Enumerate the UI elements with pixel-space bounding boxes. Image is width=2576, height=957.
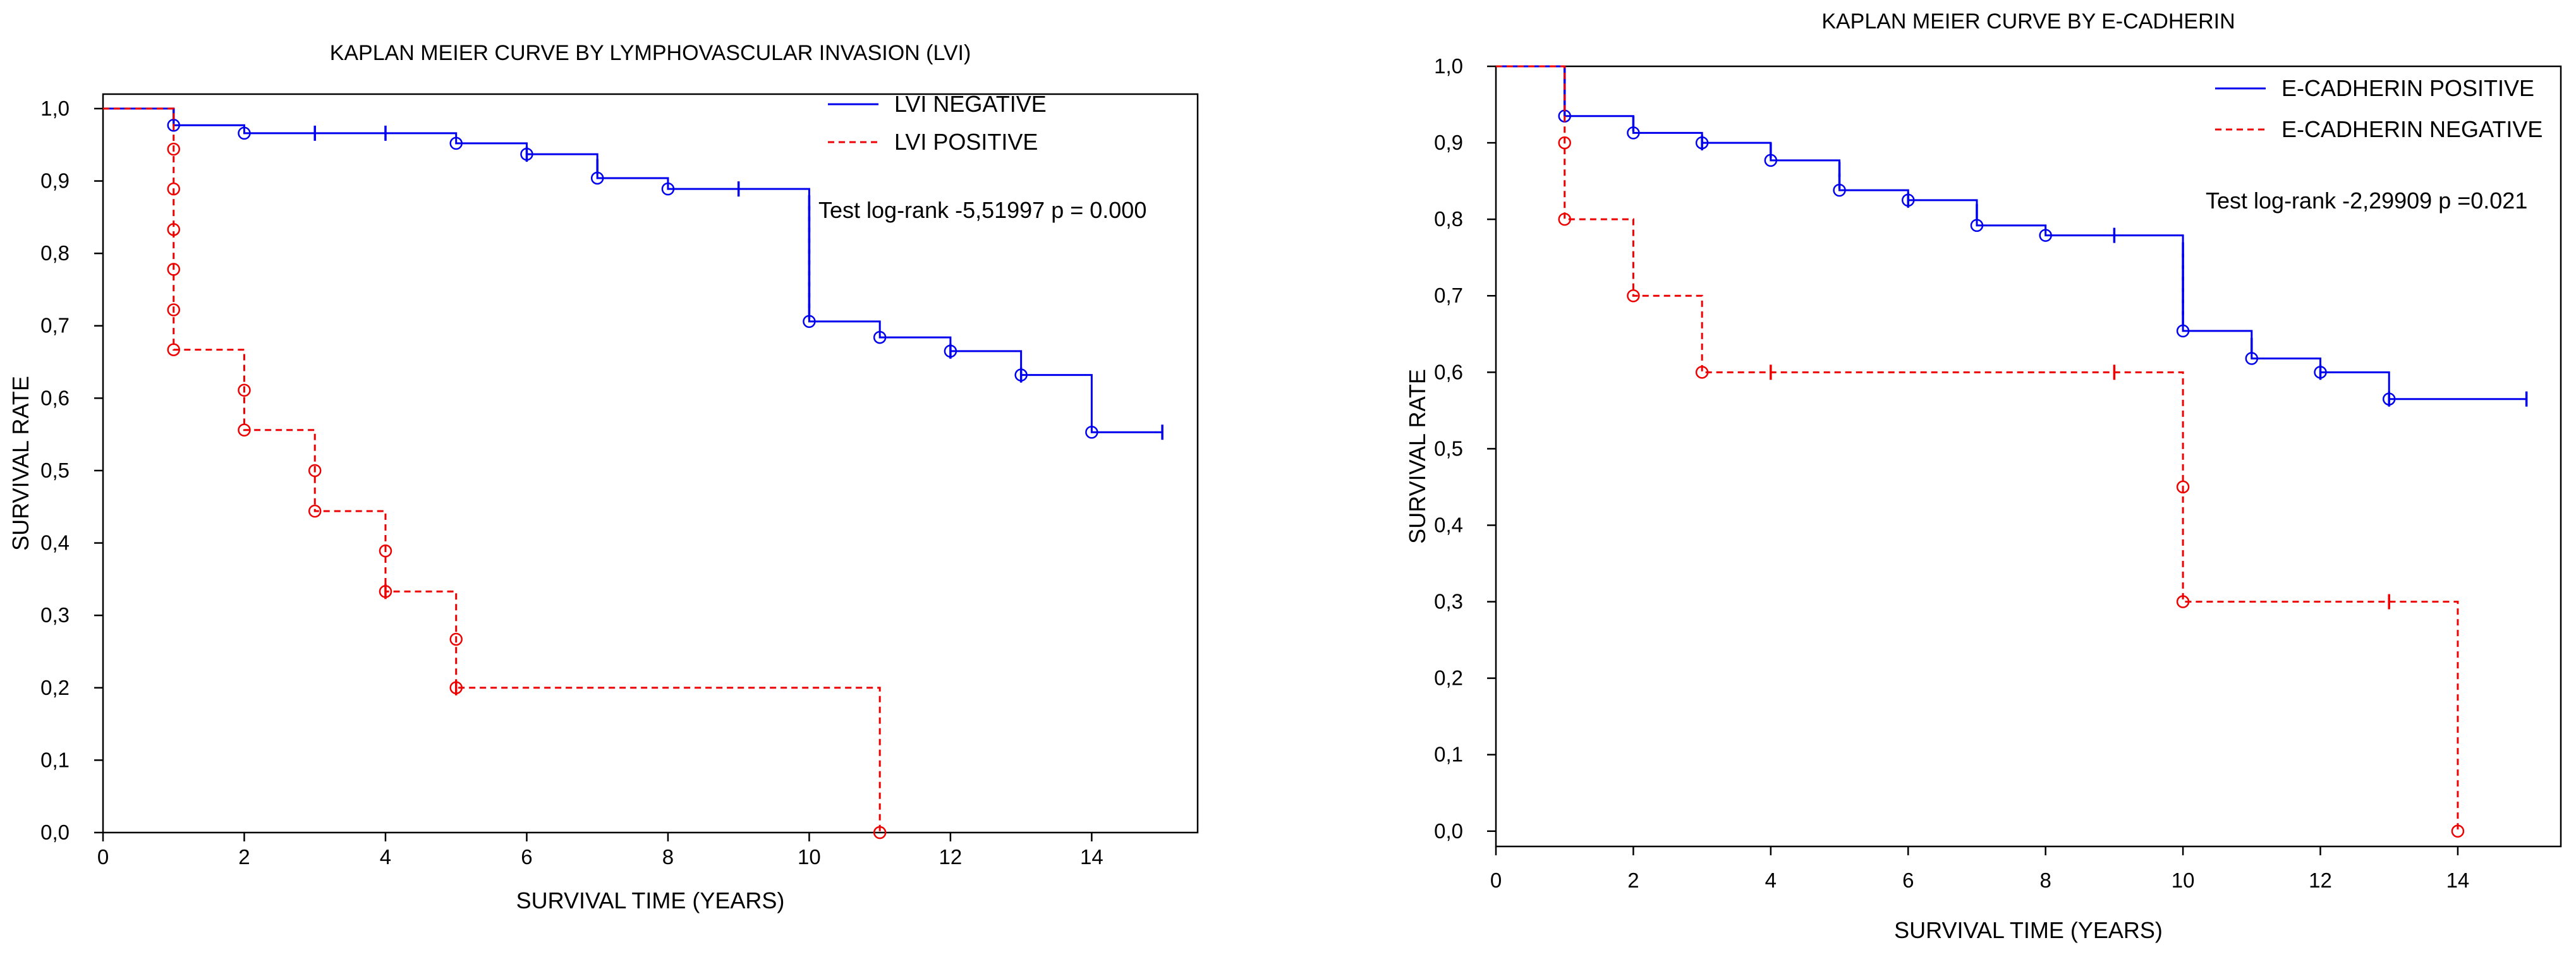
y-axis-label: SURVIVAL RATE bbox=[1404, 369, 1430, 544]
y-tick-label: 0,3 bbox=[40, 603, 70, 627]
x-tick-label: 12 bbox=[939, 845, 963, 869]
y-tick-label: 0,2 bbox=[40, 676, 70, 699]
series-lvi-negative: LVI NEGATIVE bbox=[103, 91, 1163, 440]
y-tick-label: 1,0 bbox=[40, 97, 70, 120]
x-tick-label: 0 bbox=[1490, 869, 1502, 892]
legend-label: E-CADHERIN NEGATIVE bbox=[2281, 116, 2543, 142]
event-marker bbox=[449, 136, 463, 150]
event-marker bbox=[1558, 136, 1571, 150]
event-marker bbox=[1627, 289, 1640, 303]
y-tick-label: 0,5 bbox=[1434, 436, 1463, 460]
y-tick-label: 0,3 bbox=[1434, 590, 1463, 613]
x-axis-label: SURVIVAL TIME (YEARS) bbox=[1894, 917, 2163, 943]
x-tick-label: 4 bbox=[380, 845, 391, 869]
x-tick-label: 8 bbox=[2039, 869, 2051, 892]
y-tick-label: 0,5 bbox=[40, 459, 70, 482]
event-marker bbox=[1970, 219, 1984, 232]
y-tick-label: 0,4 bbox=[40, 531, 70, 555]
event-marker bbox=[2039, 229, 2052, 242]
chart-title: KAPLAN MEIER CURVE BY E-CADHERIN bbox=[1821, 9, 2235, 33]
plot-frame bbox=[1495, 65, 2562, 848]
x-tick-label: 2 bbox=[1627, 869, 1639, 892]
x-tick-label: 10 bbox=[2172, 869, 2195, 892]
x-tick-label: 2 bbox=[238, 845, 250, 869]
event-marker bbox=[2176, 595, 2190, 608]
survival-curve bbox=[1496, 65, 2459, 831]
x-tick-label: 12 bbox=[2309, 869, 2332, 892]
event-marker bbox=[238, 383, 251, 397]
y-tick-label: 0,9 bbox=[1434, 131, 1463, 154]
x-tick-label: 8 bbox=[662, 845, 674, 869]
series-lvi-positive: LVI POSITIVE bbox=[103, 107, 1038, 840]
y-tick-label: 0,8 bbox=[1434, 207, 1463, 231]
event-marker bbox=[379, 544, 392, 558]
chart-2: KAPLAN MEIER CURVE BY E-CADHERIN 0 2 4 6 8 10 1… bbox=[1404, 9, 2562, 943]
event-marker bbox=[661, 182, 675, 196]
y-tick-label: 0,7 bbox=[40, 314, 70, 337]
y-tick-label: 0,0 bbox=[40, 821, 70, 844]
chart-title: KAPLAN MEIER CURVE BY LYMPHOVASCULAR INV… bbox=[330, 41, 971, 65]
x-tick-label: 4 bbox=[1765, 869, 1777, 892]
y-tick-label: 0,8 bbox=[40, 241, 70, 265]
event-marker bbox=[238, 126, 251, 140]
x-tick-label: 0 bbox=[97, 845, 109, 869]
event-marker bbox=[167, 142, 180, 156]
y-tick-label: 0,4 bbox=[1434, 513, 1463, 536]
log-rank-annotation: Test log-rank -2,29909 p =0.021 bbox=[2206, 188, 2527, 214]
x-tick-label: 14 bbox=[1080, 845, 1103, 869]
event-marker bbox=[167, 223, 180, 236]
y-tick-label: 0,6 bbox=[1434, 360, 1463, 383]
survival-curve bbox=[1496, 65, 2527, 400]
event-marker bbox=[308, 464, 322, 478]
legend-label: E-CADHERIN POSITIVE bbox=[2281, 75, 2534, 101]
survival-curve bbox=[103, 107, 1163, 433]
legend-label: LVI POSITIVE bbox=[894, 129, 1038, 155]
event-marker bbox=[2451, 824, 2465, 838]
event-marker bbox=[308, 504, 322, 518]
event-marker bbox=[2176, 480, 2190, 494]
log-rank-annotation: Test log-rank -5,51997 p = 0.000 bbox=[818, 197, 1146, 223]
y-tick-label: 0,6 bbox=[40, 386, 70, 409]
event-marker bbox=[873, 330, 887, 344]
event-marker bbox=[167, 343, 180, 356]
y-tick-label: 0,1 bbox=[40, 748, 70, 771]
y-tick-label: 0,9 bbox=[40, 169, 70, 193]
event-marker bbox=[167, 263, 180, 276]
event-marker bbox=[1558, 212, 1571, 226]
legend-label: LVI NEGATIVE bbox=[894, 91, 1047, 117]
event-marker bbox=[873, 826, 887, 840]
x-tick-label: 14 bbox=[2446, 869, 2470, 892]
y-tick-label: 0,2 bbox=[1434, 666, 1463, 690]
event-marker bbox=[167, 303, 180, 316]
y-tick-label: 0,7 bbox=[1434, 284, 1463, 307]
x-axis-label: SURVIVAL TIME (YEARS) bbox=[516, 888, 785, 913]
plot-frame bbox=[102, 93, 1199, 834]
series-e-cadherin-negative: E-CADHERIN NEGATIVE bbox=[1496, 65, 2543, 838]
x-tick-label: 6 bbox=[521, 845, 532, 869]
event-marker bbox=[1695, 366, 1709, 379]
y-axis-label: SURVIVAL RATE bbox=[8, 376, 33, 551]
event-marker bbox=[449, 632, 463, 646]
y-tick-label: 0,1 bbox=[1434, 743, 1463, 766]
survival-curve bbox=[103, 107, 881, 833]
y-tick-label: 1,0 bbox=[1434, 54, 1463, 78]
event-marker bbox=[238, 423, 251, 437]
series-e-cadherin-positive: E-CADHERIN POSITIVE bbox=[1496, 65, 2534, 407]
x-tick-label: 10 bbox=[798, 845, 821, 869]
event-marker bbox=[167, 182, 180, 196]
y-tick-label: 0,0 bbox=[1434, 819, 1463, 843]
event-marker bbox=[1085, 425, 1098, 439]
x-tick-label: 6 bbox=[1902, 869, 1914, 892]
chart-1: KAPLAN MEIER CURVE BY LYMPHOVASCULAR INV… bbox=[8, 41, 1199, 913]
